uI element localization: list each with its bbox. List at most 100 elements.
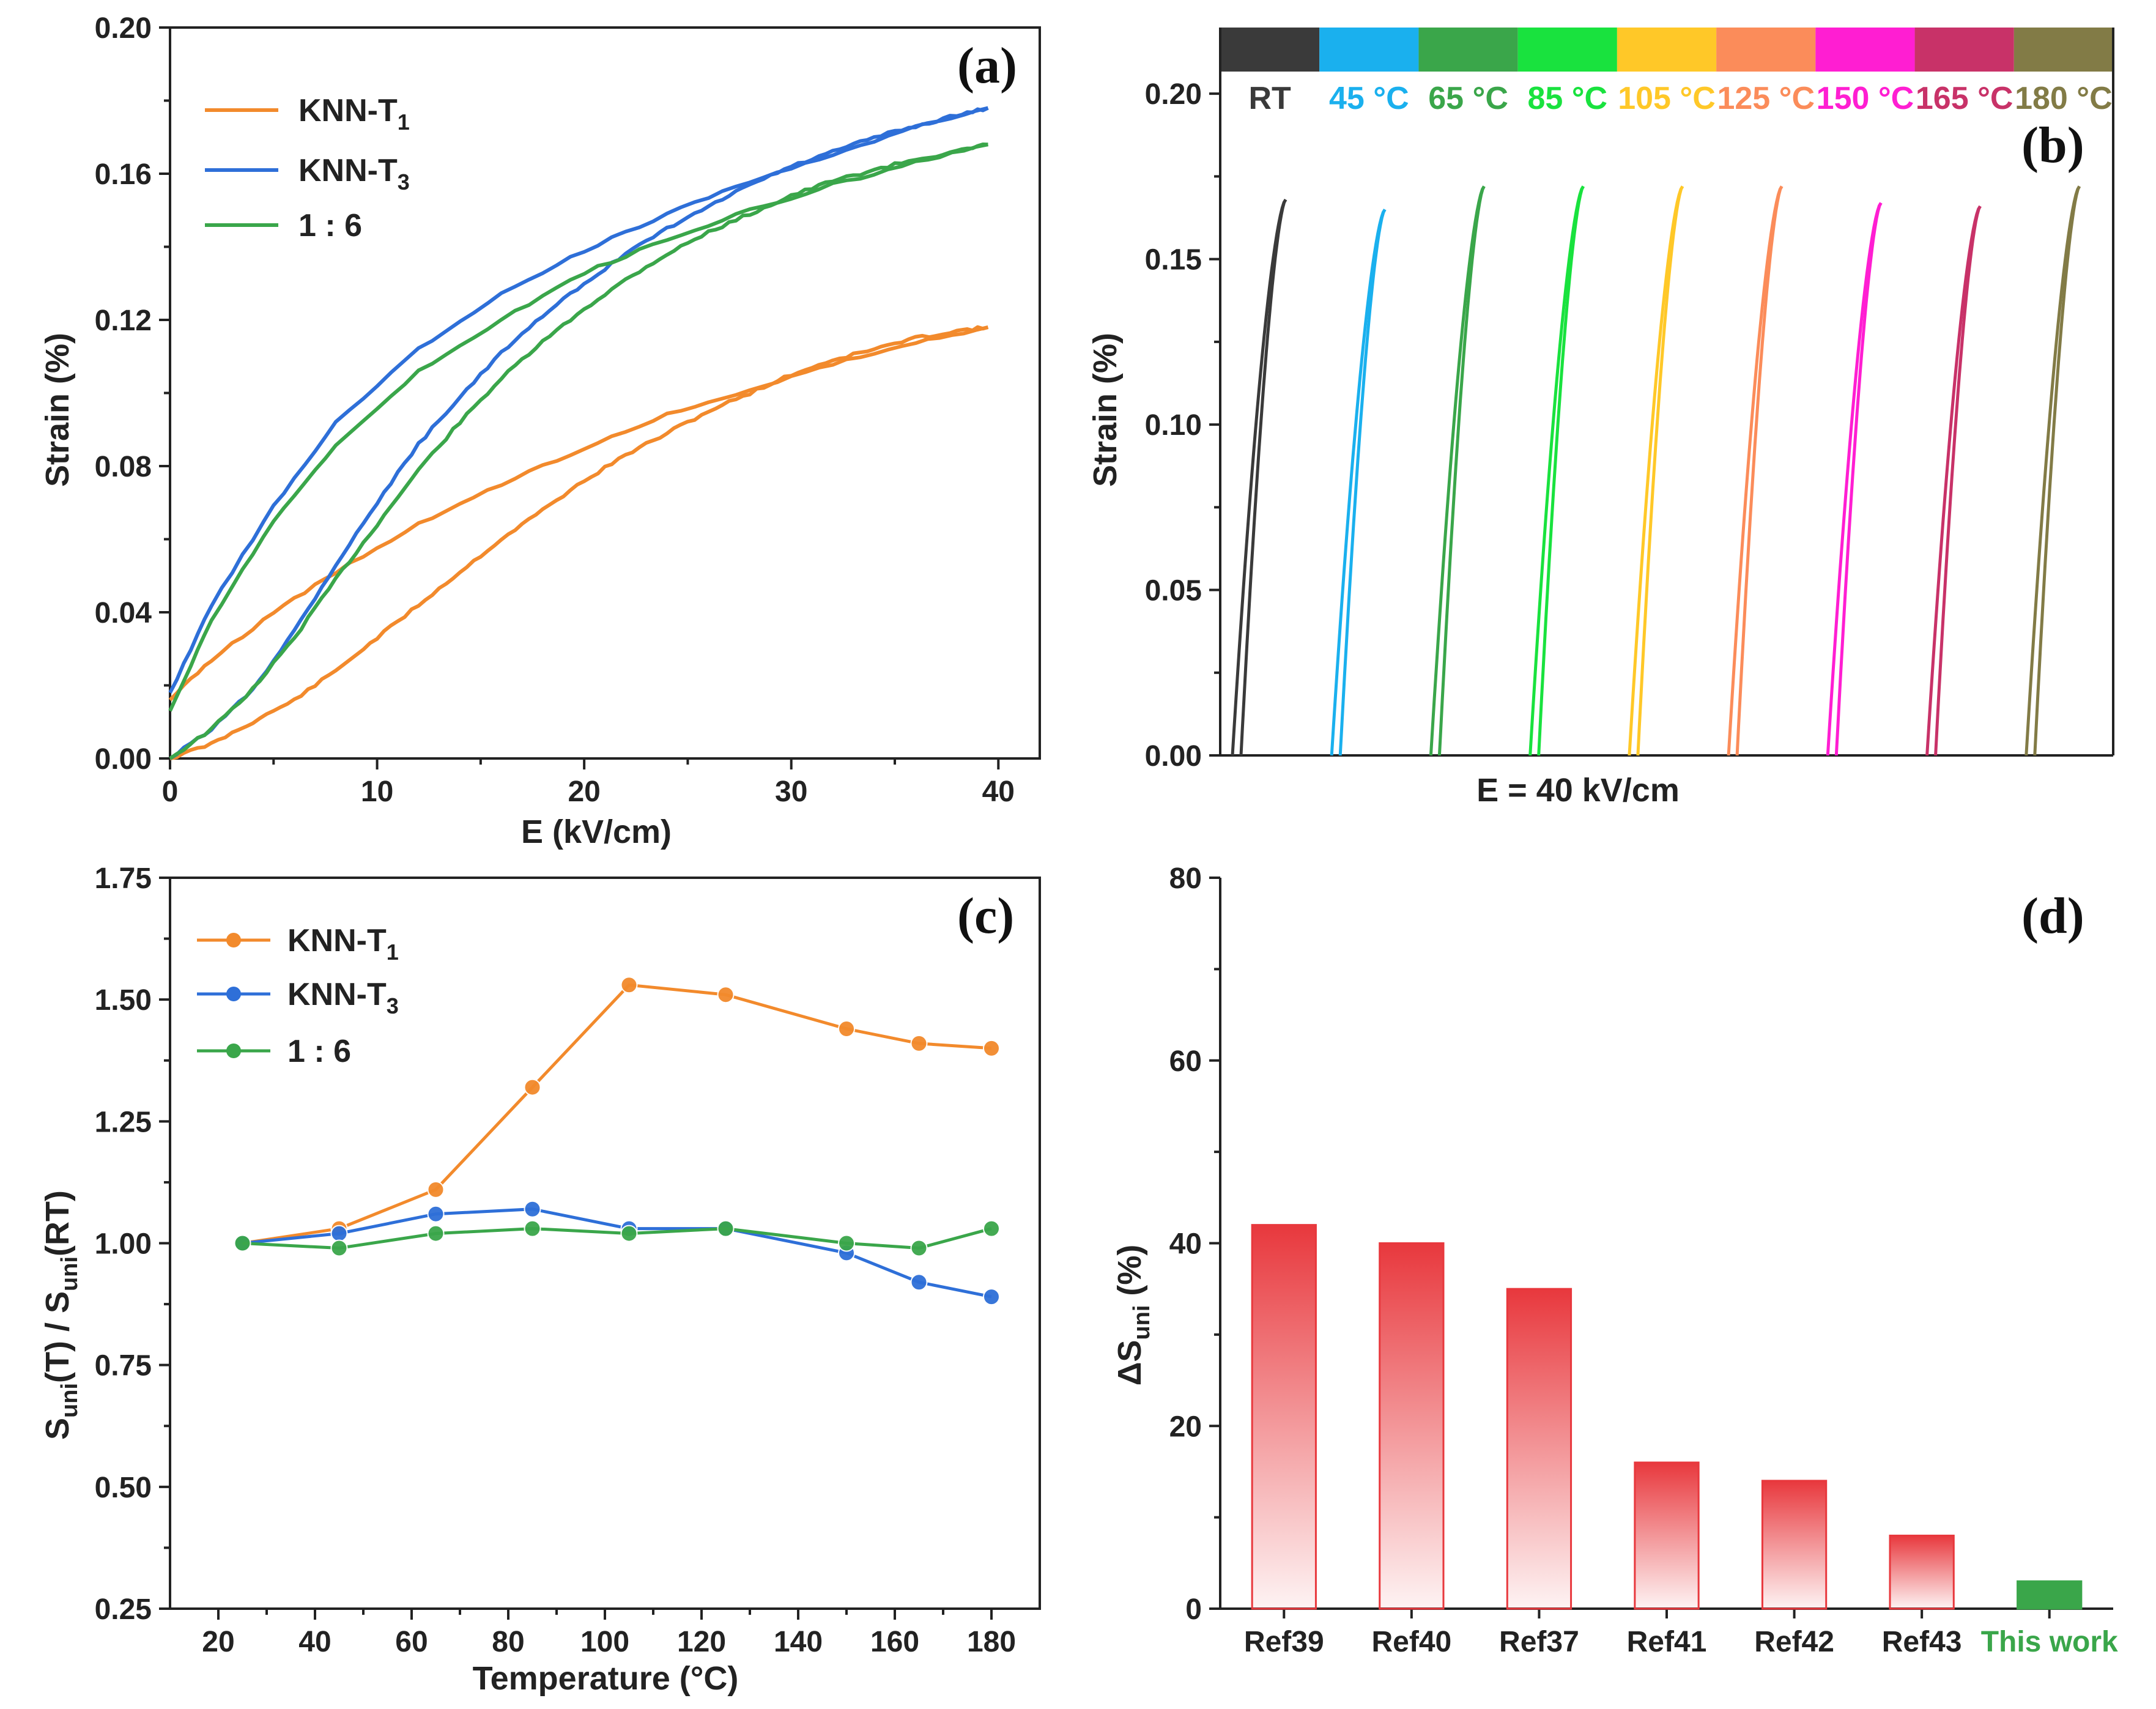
strain-loop-9-1	[2024, 185, 2081, 756]
y-tick-label: 0.16	[95, 158, 152, 191]
bar-5	[1761, 1480, 1828, 1610]
y-tick-label: 0.50	[95, 1472, 152, 1504]
data-point-3-1	[234, 1234, 251, 1252]
temperature-swatch-7	[1815, 28, 1915, 72]
x-tick-label: 0	[162, 776, 179, 808]
panel-a: (a) 0 10 20 30 40 0.00 0.04 0.08 0.12 0.16 0.20 E …	[39, 12, 1041, 850]
x-tick-label: 140	[774, 1626, 823, 1658]
strain-loop-3-1	[1429, 185, 1486, 756]
category-label-1: Ref39	[1244, 1626, 1324, 1658]
x-tick-label: 30	[775, 776, 807, 808]
temperature-swatch-6	[1716, 28, 1816, 72]
y-tick-label: 1.50	[95, 984, 152, 1017]
temperature-swatch-3	[1418, 28, 1518, 72]
y-tick-label: 0.20	[1145, 78, 1202, 111]
data-point-2-9	[983, 1288, 1000, 1306]
legend-c-marker-3	[226, 1044, 241, 1058]
panel-a-axes: 0 10 20 30 40 0.00 0.04 0.08 0.12 0.16 0.20	[95, 12, 1041, 808]
strain-loop-1-1	[1231, 198, 1287, 756]
series-line-2-rise	[169, 106, 989, 760]
data-point-2-2	[330, 1225, 348, 1242]
panel-a-xlabel: E (kV/cm)	[521, 814, 672, 850]
panel-a-label: (a)	[957, 37, 1017, 94]
y-tick-label: 60	[1169, 1045, 1202, 1078]
strain-loop-4-1	[1528, 185, 1585, 756]
temperature-swatch-2	[1319, 28, 1419, 72]
data-point-3-6	[717, 1220, 735, 1237]
data-point-1-9	[983, 1039, 1000, 1057]
legend-c-marker-1	[226, 933, 241, 947]
strain-loop-1-2	[1239, 199, 1287, 756]
temperature-swatch-5	[1617, 28, 1717, 72]
data-point-3-8	[910, 1239, 928, 1257]
panel-c-legend: KNN-T1 KNN-T3 1 : 6	[197, 923, 399, 1069]
panel-c-label: (c)	[957, 888, 1014, 944]
y-tick-label: 0.04	[95, 597, 152, 629]
bar-2	[1379, 1242, 1445, 1610]
legend-c-label-3: 1 : 6	[287, 1034, 351, 1069]
y-tick-label: 0	[1185, 1593, 1202, 1626]
series-line-1	[242, 983, 992, 1245]
y-tick-label: 0.10	[1145, 409, 1202, 442]
temperature-swatch-4	[1517, 28, 1617, 72]
panel-c-ylabel: Suni(T) / Suni(RT)	[39, 1190, 83, 1440]
panel-b-xlabel: E = 40 kV/cm	[1476, 772, 1680, 809]
x-tick-label: 40	[298, 1626, 331, 1658]
panel-c: (c) 20 40 60 80 100 120 140 160 180 0.25 0.50 0.75 1…	[39, 862, 1041, 1697]
temperature-label-4: 85 °C	[1527, 81, 1607, 116]
temperature-label-5: 105 °C	[1618, 81, 1716, 116]
temperature-label-1: RT	[1248, 81, 1291, 116]
panel-c-xlabel: Temperature (°C)	[473, 1660, 739, 1697]
strain-loop-8-1	[1925, 205, 1982, 756]
y-tick-label: 20	[1169, 1411, 1202, 1443]
data-point-1-3	[427, 1181, 445, 1198]
x-tick-label: 120	[677, 1626, 726, 1658]
strain-loop-7-1	[1826, 202, 1883, 756]
series-line-2-fall	[168, 106, 989, 694]
series-line-3-rise	[169, 143, 988, 760]
temperature-label-2: 45 °C	[1329, 81, 1409, 116]
data-point-3-4	[524, 1220, 541, 1237]
strain-loop-2-2	[1338, 209, 1387, 756]
panel-d-label: (d)	[2021, 888, 2084, 944]
x-tick-label: 20	[568, 776, 600, 808]
x-tick-label: 40	[982, 776, 1015, 808]
series-line-3-fall	[168, 143, 988, 712]
panel-a-legend: KNN-T1 KNN-T3 1 : 6	[205, 93, 410, 243]
strain-loop-6-1	[1727, 185, 1784, 756]
data-point-1-5	[620, 976, 638, 994]
temperature-label-7: 150 °C	[1817, 81, 1914, 116]
panel-d: (d) 0 20 40 60 80 Ref39 Ref40 Ref37 Ref41 Ref42 Re…	[1111, 862, 2118, 1658]
strain-loop-5-2	[1636, 185, 1684, 756]
x-tick-label: 100	[580, 1626, 629, 1658]
category-label-7: This work	[1981, 1626, 2118, 1658]
data-point-3-3	[427, 1225, 445, 1242]
strain-loop-3-2	[1437, 185, 1486, 756]
strain-loop-4-2	[1537, 185, 1585, 756]
y-tick-label: 0.00	[95, 743, 152, 776]
panel-b-axes: 0.00 0.05 0.10 0.15 0.20	[1145, 28, 2114, 773]
temperature-swatch-1	[1220, 28, 1320, 72]
strain-loop-8-2	[1934, 205, 1982, 756]
legend-a-label-3: 1 : 6	[298, 208, 362, 243]
legend-a-label-1: KNN-T1	[298, 93, 410, 135]
y-tick-label: 40	[1169, 1228, 1202, 1261]
strain-loop-5-1	[1628, 185, 1684, 756]
y-tick-label: 0.05	[1145, 575, 1202, 607]
temperature-swatch-8	[1914, 28, 2014, 72]
series-line-1-rise	[169, 325, 989, 760]
category-label-5: Ref42	[1754, 1626, 1834, 1658]
y-tick-label: 1.00	[95, 1228, 152, 1261]
y-tick-label: 0.20	[95, 12, 152, 45]
x-tick-label: 60	[395, 1626, 428, 1658]
strain-loop-2-1	[1330, 209, 1387, 756]
legend-c-label-2: KNN-T3	[287, 977, 399, 1018]
x-tick-label: 160	[870, 1626, 919, 1658]
plot-frame	[169, 26, 1041, 760]
legend-a-label-2: KNN-T3	[298, 153, 410, 195]
strain-loop-9-2	[2033, 185, 2081, 756]
panel-c-series	[234, 976, 1000, 1306]
category-label-4: Ref41	[1627, 1626, 1707, 1658]
temperature-swatch-9	[2013, 28, 2113, 72]
